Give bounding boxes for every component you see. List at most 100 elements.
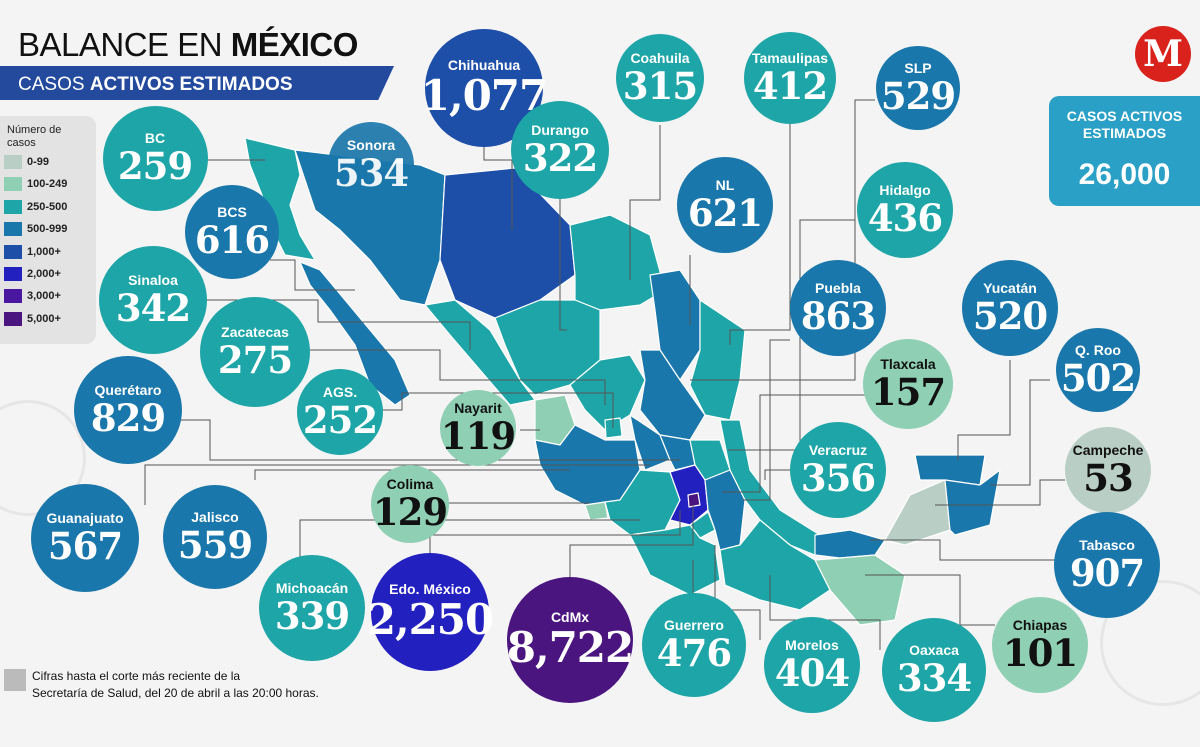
legend-item: 0-99 — [4, 153, 49, 171]
legend-label: 250-500 — [27, 200, 68, 213]
leader-line-jalisco — [254, 469, 570, 480]
state-coahuila — [569, 214, 666, 311]
state-bubble-puebla: Puebla 863 — [790, 260, 886, 356]
leader-line-queretaro — [180, 419, 680, 461]
footnote-marker — [4, 669, 26, 691]
state-value: 404 — [774, 651, 850, 695]
state-bubble-sonora: Sonora 534 — [328, 122, 414, 208]
state-colima — [584, 501, 609, 521]
subtitle-regular: CASOS — [18, 74, 90, 95]
state-value: 8,722 — [506, 623, 635, 672]
state-value: 129 — [372, 490, 448, 534]
state-name: Campeche — [1072, 442, 1144, 458]
state-name: Puebla — [815, 280, 861, 296]
state-name: SLP — [904, 60, 932, 76]
legend-item: 2,000+ — [4, 265, 61, 283]
logo-letter: M — [1143, 33, 1183, 75]
state-value: 356 — [800, 456, 876, 500]
state-name: Tlaxcala — [880, 356, 936, 372]
footnote-line1: Cifras hasta el corte más reciente de la — [32, 669, 241, 683]
legend-label: 1,000+ — [27, 245, 61, 258]
milenio-logo: M — [1135, 26, 1191, 82]
leader-line-puebla — [743, 339, 790, 501]
state-bubble-campeche: Campeche 53 — [1065, 427, 1151, 513]
state-bubble-chiapas: Chiapas 101 — [992, 597, 1088, 693]
state-value: 534 — [333, 151, 409, 195]
state-name: Durango — [531, 122, 589, 138]
state-value: 1,077 — [420, 71, 549, 120]
state-name: Coahuila — [630, 50, 690, 66]
state-value: 520 — [972, 294, 1048, 338]
state-bubble-jalisco: Jalisco 559 — [163, 485, 267, 589]
state-name: Tamaulipas — [752, 50, 828, 66]
state-bubble-durango: Durango 322 — [511, 101, 609, 199]
state-name: BCS — [217, 204, 247, 220]
state-value: 259 — [117, 144, 193, 188]
state-name: Chiapas — [1012, 617, 1068, 633]
state-bc — [244, 137, 316, 261]
legend-swatch — [4, 289, 22, 304]
state-bubble-colima: Colima 129 — [371, 465, 449, 543]
leader-line-tlaxcala — [722, 394, 870, 493]
state-value: 315 — [622, 64, 698, 108]
state-value: 2,250 — [366, 595, 495, 644]
legend-swatch — [4, 199, 22, 214]
state-value: 829 — [90, 396, 166, 440]
state-bubble-slp: SLP 529 — [876, 46, 960, 130]
state-name: Edo. México — [389, 581, 471, 597]
state-value: 616 — [194, 218, 270, 262]
state-value: 342 — [115, 286, 191, 330]
leader-line-qroo — [990, 379, 1050, 486]
state-bubble-tamaulipas: Tamaulipas 412 — [744, 32, 836, 124]
state-value: 334 — [896, 656, 972, 700]
leader-line-morelos — [714, 545, 761, 640]
leader-line-cdmx — [569, 505, 694, 590]
legend-item: 3,000+ — [4, 287, 61, 305]
state-value: 339 — [274, 594, 350, 638]
state-name: Hidalgo — [879, 182, 931, 198]
legend-title: Número de casos — [7, 124, 62, 149]
state-value: 252 — [302, 398, 378, 442]
state-guanajuato — [629, 414, 671, 471]
legend-item: 500-999 — [4, 220, 67, 238]
state-bubble-bcs: BCS 616 — [185, 185, 279, 279]
state-bubble-veracruz: Veracruz 356 — [790, 422, 886, 518]
legend-item: 250-500 — [4, 198, 67, 216]
page-subtitle: CASOS ACTIVOS ESTIMADOS — [18, 74, 293, 96]
state-cdmx — [687, 492, 701, 508]
legend-swatch — [4, 244, 22, 259]
legend-swatch — [4, 222, 22, 237]
total-active-cases-box: CASOS ACTIVOS ESTIMADOS 26,000 — [1049, 96, 1200, 206]
legend-swatch — [4, 155, 22, 169]
state-value: 621 — [687, 191, 763, 235]
state-name: CdMx — [550, 609, 590, 625]
state-bubble-tlaxcala: Tlaxcala 157 — [863, 339, 953, 429]
state-name: Sonora — [346, 137, 396, 153]
legend-label: 500-999 — [27, 223, 68, 236]
state-name: Veracruz — [808, 442, 868, 458]
state-value: 119 — [440, 414, 516, 458]
leader-line-tabasco — [870, 539, 1055, 561]
state-name: Zacatecas — [221, 324, 289, 340]
state-value: 322 — [522, 136, 598, 180]
state-bubble-guanajuato: Guanajuato 567 — [31, 484, 139, 592]
state-value: 101 — [1002, 631, 1078, 675]
state-bubble-nayarit: Nayarit 119 — [440, 390, 516, 466]
state-bubble-yucat-n: Yucatán 520 — [962, 260, 1058, 356]
total-value: 26,000 — [1078, 158, 1171, 191]
total-label-line1: CASOS ACTIVOS — [1066, 108, 1183, 124]
state-bubble-sinaloa: Sinaloa 342 — [99, 246, 207, 354]
leader-line-yucatan — [957, 360, 1011, 460]
state-value: 275 — [217, 338, 293, 382]
state-chiapas — [814, 554, 906, 626]
state-name: Yucatán — [983, 280, 1037, 296]
leader-line-tamaulipas — [729, 120, 791, 345]
state-value: 907 — [1069, 551, 1145, 595]
state-value: 53 — [1083, 456, 1133, 500]
page-title: BALANCE EN MÉXICO — [18, 26, 358, 64]
leader-line-zacatecas — [280, 349, 606, 405]
footnote-line2: Secretaría de Salud, del 20 de abril a l… — [32, 686, 319, 700]
state-name: NL — [715, 177, 735, 193]
state-name: Guanajuato — [46, 510, 124, 526]
